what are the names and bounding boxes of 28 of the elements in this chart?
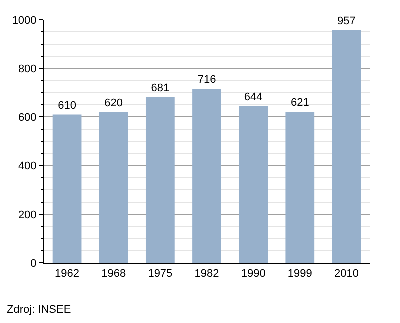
data-label: 716 xyxy=(198,74,216,86)
data-label: 610 xyxy=(58,100,76,112)
bar xyxy=(239,106,268,263)
x-tick-label: 1990 xyxy=(241,268,266,280)
x-tick-label: 1982 xyxy=(194,268,220,280)
y-tick-label: 600 xyxy=(18,112,37,124)
y-tick-label: 1000 xyxy=(12,14,37,27)
bar xyxy=(332,30,362,263)
y-tick-label: 200 xyxy=(18,209,37,222)
data-label: 681 xyxy=(151,82,170,95)
data-label: 644 xyxy=(244,92,263,104)
x-tick-label: 1968 xyxy=(102,268,126,280)
x-tick-label: 2010 xyxy=(334,268,359,280)
data-label: 957 xyxy=(338,15,356,28)
x-tick-label: 1975 xyxy=(148,268,173,280)
text: Zdroj: INSEE xyxy=(7,304,72,316)
data-label: 620 xyxy=(104,97,124,110)
bar xyxy=(192,89,222,263)
bar xyxy=(286,112,315,263)
y-tick-label: 800 xyxy=(18,63,37,76)
x-tick-label: 1999 xyxy=(288,268,312,280)
bar xyxy=(99,112,128,263)
x-tick-label: 1962 xyxy=(55,268,80,280)
data-label: 621 xyxy=(290,97,310,110)
bar xyxy=(146,98,175,263)
y-tick-label: 0 xyxy=(30,258,37,270)
y-tick-label: 400 xyxy=(18,160,37,173)
bar xyxy=(52,114,82,263)
